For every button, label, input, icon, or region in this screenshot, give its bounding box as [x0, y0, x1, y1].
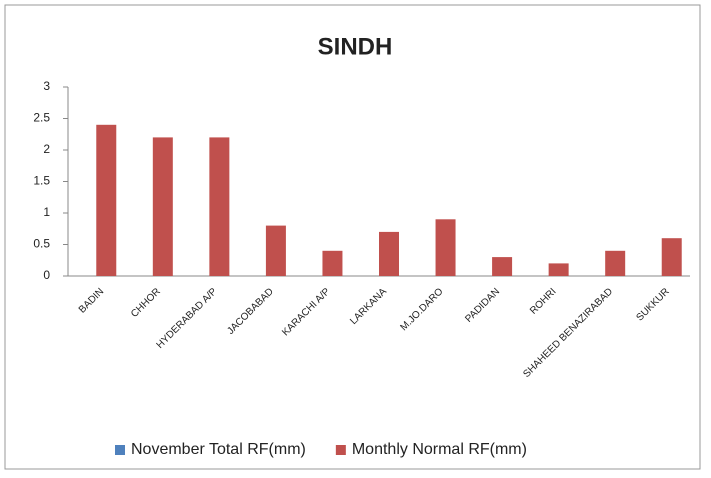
- chart-title: SINDH: [318, 33, 393, 60]
- bar: [152, 137, 173, 276]
- bar: [322, 250, 343, 276]
- y-tick-label: 0.5: [33, 237, 50, 251]
- y-tick-label: 0: [43, 268, 50, 282]
- legend-swatch: [115, 445, 125, 455]
- chart-border: [4, 4, 701, 470]
- y-tick-label: 3: [43, 79, 50, 93]
- bar: [548, 263, 569, 276]
- legend-label: Monthly Normal RF(mm): [352, 441, 527, 458]
- bar: [265, 225, 286, 276]
- y-tick-label: 1.5: [33, 174, 50, 188]
- y-tick-label: 1: [43, 205, 50, 219]
- bar: [661, 238, 682, 276]
- y-tick-label: 2: [43, 142, 50, 156]
- bar: [96, 124, 117, 276]
- bar: [605, 250, 626, 276]
- bar: [435, 219, 456, 276]
- bar: [209, 137, 230, 276]
- bar: [379, 231, 399, 276]
- legend-label: November Total RF(mm): [131, 441, 306, 458]
- y-tick-label: 2.5: [33, 111, 50, 125]
- bar: [492, 257, 513, 276]
- legend-swatch: [335, 445, 346, 455]
